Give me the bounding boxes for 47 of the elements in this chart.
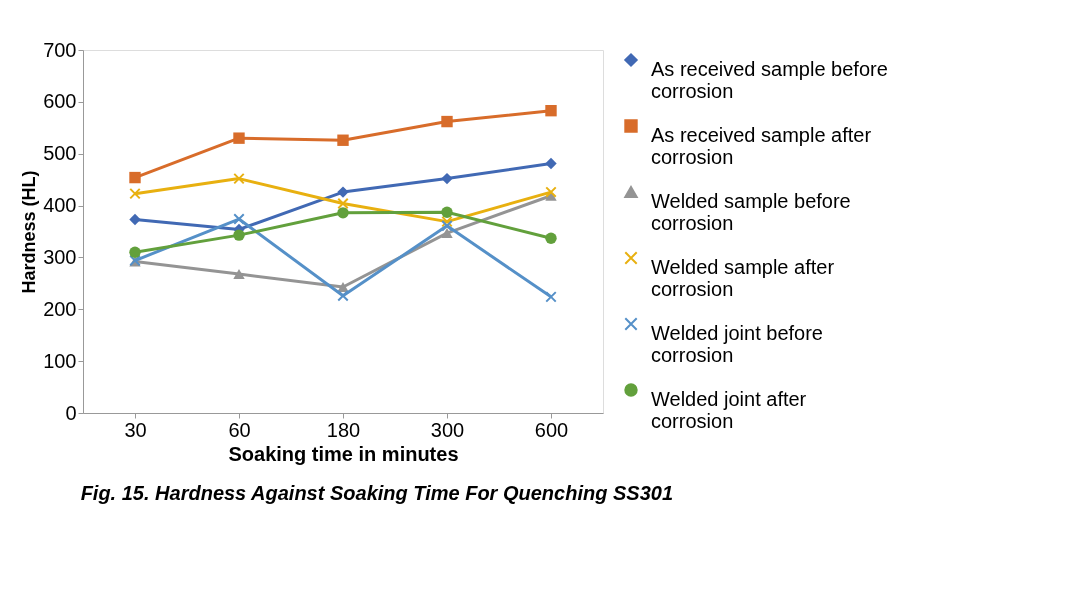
point xyxy=(441,220,453,232)
point xyxy=(441,115,453,128)
point xyxy=(129,246,141,258)
x-tick-label: 60 xyxy=(228,418,251,441)
point xyxy=(233,269,245,279)
y-tick-label: 100 xyxy=(43,349,77,372)
y-tick-label: 200 xyxy=(43,297,77,320)
point xyxy=(441,172,453,185)
point xyxy=(233,229,245,241)
legend-label: As received sample after corrosion xyxy=(651,124,872,168)
point xyxy=(129,171,141,184)
x-tick-label: 180 xyxy=(326,418,361,441)
point xyxy=(337,290,349,302)
point xyxy=(129,213,141,226)
legend-label: As received sample before corrosion xyxy=(651,58,888,102)
point xyxy=(233,132,245,144)
y-tick-label: 300 xyxy=(43,245,77,268)
point xyxy=(233,213,245,225)
point xyxy=(545,232,557,244)
point xyxy=(441,215,453,228)
y-tick-label: 400 xyxy=(43,194,77,217)
x-tick-label: 600 xyxy=(534,418,569,441)
point xyxy=(545,104,557,117)
legend-label: Welded joint before corrosion xyxy=(651,322,823,366)
x-tick-label: 300 xyxy=(430,418,465,441)
point xyxy=(545,186,557,198)
legend-label: Welded sample after corrosion xyxy=(651,256,835,300)
point xyxy=(441,206,453,218)
point xyxy=(545,157,557,170)
legend-label: Welded joint after corrosion xyxy=(651,388,807,432)
y-tick-label: 500 xyxy=(43,142,77,165)
point xyxy=(337,134,349,146)
point xyxy=(441,228,453,238)
caption: Fig. 15. Hardness Against Soaking Time For Quenching SS301 xyxy=(80,482,674,504)
point xyxy=(337,186,349,198)
point xyxy=(233,172,245,185)
point xyxy=(129,187,141,200)
y-tick-label: 600 xyxy=(43,90,77,113)
x-tick-label: 30 xyxy=(124,418,147,441)
legend-label: Welded sample before corrosion xyxy=(651,190,851,234)
point xyxy=(337,207,349,219)
point xyxy=(337,197,349,210)
y-tick-label: 700 xyxy=(43,38,77,61)
y-axis-title: Hardness (HL) xyxy=(19,170,40,294)
point xyxy=(545,291,557,303)
y-tick-label: 0 xyxy=(65,401,77,424)
x-axis-title: Soaking time in minutes xyxy=(228,442,459,465)
